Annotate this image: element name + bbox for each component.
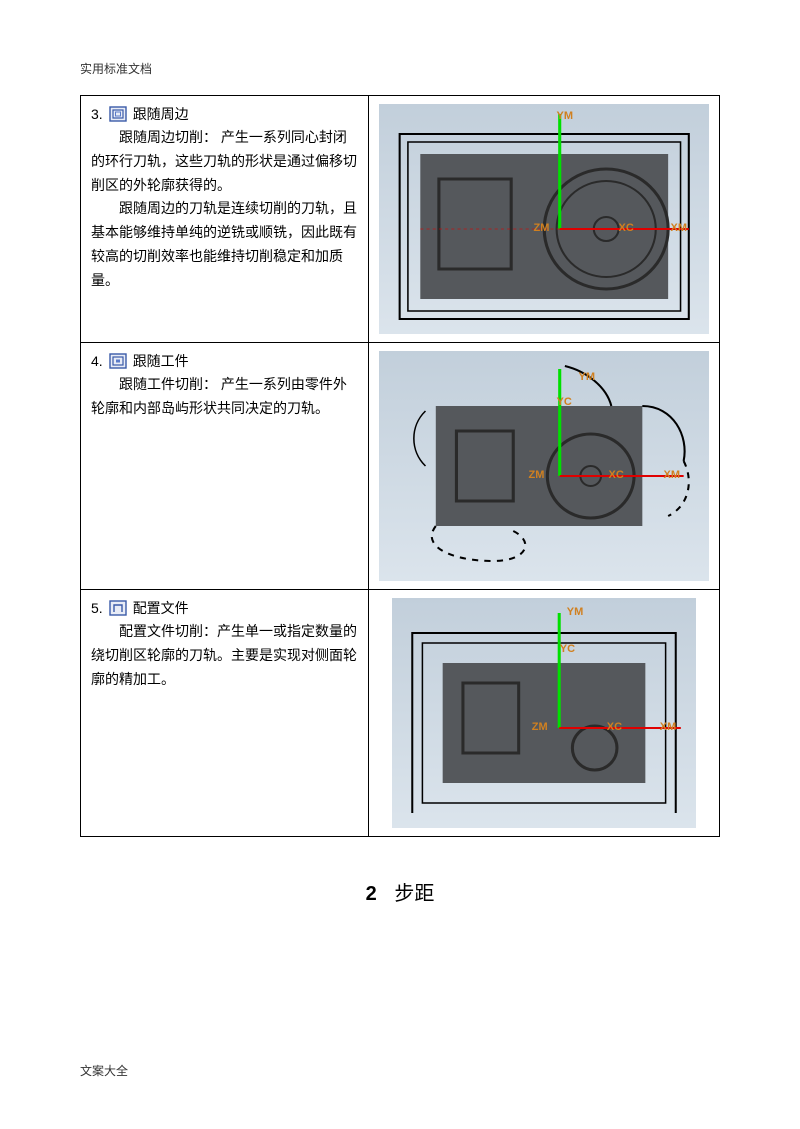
axis-label-xc: XC xyxy=(609,469,624,481)
content-table: 3. 跟随周边 跟随周边切削： 产生一系列同心封闭的环行刀轨，这些刀轨的形状是通… xyxy=(80,95,720,837)
item-title: 跟随工件 xyxy=(133,351,189,371)
axis-label-xm: XM xyxy=(664,469,681,481)
diagram-cell-4: YM YC XM XC ZM xyxy=(368,343,719,590)
axis-label-ym: YM xyxy=(579,371,596,383)
table-row: 4. 跟随工件 跟随工件切削： 产生一系列由零件外轮廓和内部岛屿形状共同决定的刀… xyxy=(81,343,720,590)
item-paragraph: 跟随周边的刀轨是连续切削的刀轨，且基本能够维持单纯的逆铣或顺铣，因此既有较高的切… xyxy=(91,197,358,292)
section-heading: 2 步距 xyxy=(80,877,720,906)
axis-label-zm: ZM xyxy=(529,469,545,481)
document-page: 实用标准文档 3. 跟随周边 跟随周边切削： 产生一系列同心封闭的环行刀轨，这些 xyxy=(0,0,800,946)
item-number: 5. xyxy=(91,600,103,616)
page-header: 实用标准文档 xyxy=(80,60,720,77)
section-number: 2 xyxy=(366,883,377,905)
axis-label-yc: YC xyxy=(560,643,575,655)
axis-label-xc: XC xyxy=(607,721,622,733)
axis-label-yc: YC xyxy=(557,396,572,408)
follow-part-icon xyxy=(109,353,127,369)
follow-periphery-icon xyxy=(109,106,127,122)
item-number: 3. xyxy=(91,106,103,122)
page-footer: 文案大全 xyxy=(80,1062,128,1079)
axis-label-xm: XM xyxy=(660,721,677,733)
item-number: 4. xyxy=(91,353,103,369)
axis-label-zm: ZM xyxy=(532,721,548,733)
text-cell-3: 3. 跟随周边 跟随周边切削： 产生一系列同心封闭的环行刀轨，这些刀轨的形状是通… xyxy=(81,96,369,343)
item-paragraph: 跟随周边切削： 产生一系列同心封闭的环行刀轨，这些刀轨的形状是通过偏移切削区的外… xyxy=(91,126,358,197)
axis-label-xc: XC xyxy=(619,222,634,234)
section-title: 步距 xyxy=(394,883,434,905)
diagram-follow-part: YM YC XM XC ZM xyxy=(379,351,709,581)
item-paragraph: 配置文件切削：产生单一或指定数量的绕切削区轮廓的刀轨。主要是实现对侧面轮廓的精加… xyxy=(91,620,358,691)
diagram-cell-3: YM XM XC ZM xyxy=(368,96,719,343)
text-cell-4: 4. 跟随工件 跟随工件切削： 产生一系列由零件外轮廓和内部岛屿形状共同决定的刀… xyxy=(81,343,369,590)
item-title: 跟随周边 xyxy=(133,104,189,124)
axis-label-ym: YM xyxy=(557,110,574,122)
item-title: 配置文件 xyxy=(133,598,189,618)
axis-label-xm: XM xyxy=(671,222,688,234)
item-paragraph: 跟随工件切削： 产生一系列由零件外轮廓和内部岛屿形状共同决定的刀轨。 xyxy=(91,373,358,421)
diagram-profile: YM YC XM XC ZM xyxy=(392,598,696,828)
diagram-follow-periphery: YM XM XC ZM xyxy=(379,104,709,334)
text-cell-5: 5. 配置文件 配置文件切削：产生单一或指定数量的绕切削区轮廓的刀轨。主要是实现… xyxy=(81,590,369,837)
axis-label-ym: YM xyxy=(567,606,584,618)
diagram-cell-5: YM YC XM XC ZM xyxy=(368,590,719,837)
axis-label-zm: ZM xyxy=(534,222,550,234)
profile-icon xyxy=(109,600,127,616)
table-row: 5. 配置文件 配置文件切削：产生单一或指定数量的绕切削区轮廓的刀轨。主要是实现… xyxy=(81,590,720,837)
table-row: 3. 跟随周边 跟随周边切削： 产生一系列同心封闭的环行刀轨，这些刀轨的形状是通… xyxy=(81,96,720,343)
